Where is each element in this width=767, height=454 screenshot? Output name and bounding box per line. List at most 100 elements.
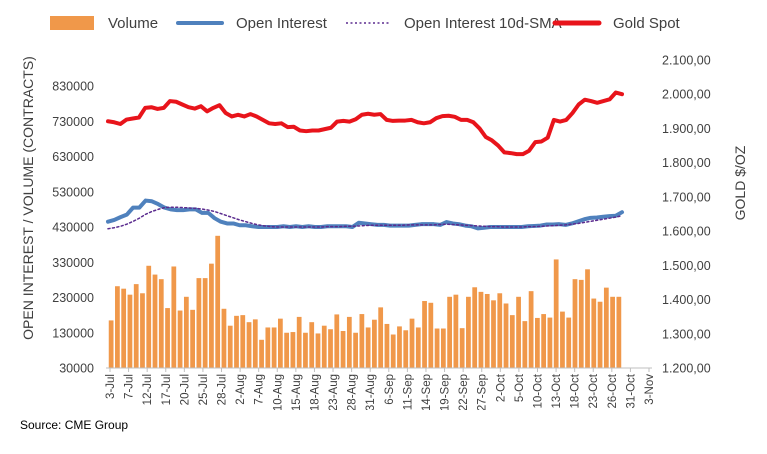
volume-bar xyxy=(509,315,515,369)
x-tick-label: 18-Aug xyxy=(309,374,321,410)
volume-bar xyxy=(271,327,277,368)
volume-bar xyxy=(133,284,139,368)
volume-bar xyxy=(585,269,590,368)
x-axis-ticks: 3-Jul 7-Jul 12-Jul 17-Jul 20-Jul 25-Jul 28-Jul… xyxy=(105,368,656,410)
right-tick-label: 1.600,00 xyxy=(662,225,711,239)
volume-bar xyxy=(234,315,239,368)
series-lines xyxy=(106,90,624,231)
volume-bar xyxy=(215,235,221,368)
open-interest-line xyxy=(106,198,624,231)
x-tick-label: 6-Sep xyxy=(384,374,396,405)
x-tick-label: 17-Jul xyxy=(161,374,173,405)
volume-bar xyxy=(146,265,152,368)
x-tick-label: 20-Jul xyxy=(179,374,191,405)
volume-bar xyxy=(115,286,120,368)
x-tick-label: 7-Jul xyxy=(124,374,136,399)
legend-label: Open Interest 10d-SMA xyxy=(404,15,562,32)
right-tick-label: 1.800,00 xyxy=(662,156,711,170)
x-tick-label: 2-Aug xyxy=(235,374,247,405)
x-tick-label: 14-Sep xyxy=(421,374,433,410)
volume-bar xyxy=(522,321,528,368)
volume-bar xyxy=(365,327,371,368)
volume-bar xyxy=(296,316,302,368)
legend-item-0: Volume xyxy=(50,15,158,32)
volume-bar xyxy=(221,308,227,368)
volume-bar xyxy=(196,278,202,368)
volume-bar xyxy=(472,287,478,368)
volume-bar xyxy=(503,303,509,368)
volume-bar xyxy=(190,309,195,368)
volume-bar xyxy=(278,318,283,368)
volume-bar xyxy=(209,263,214,368)
volume-bar xyxy=(578,279,584,369)
volume-bar xyxy=(516,296,521,368)
x-tick-label: 11-Sep xyxy=(402,374,414,410)
volume-bar xyxy=(390,334,396,368)
volume-bar xyxy=(428,302,434,368)
x-tick-label: 7-Aug xyxy=(254,374,266,405)
volume-bar xyxy=(321,325,327,368)
volume-bar xyxy=(453,294,459,368)
volume-bar xyxy=(121,288,127,368)
volume-bar xyxy=(597,301,603,368)
volume-bar xyxy=(265,327,271,368)
x-tick-label: 22-Sep xyxy=(458,374,470,410)
left-tick-label: 430000 xyxy=(52,221,94,235)
volume-bar xyxy=(171,266,177,368)
volume-bar xyxy=(491,300,496,368)
volume-bar xyxy=(560,311,565,368)
x-tick-label: 26-Oct xyxy=(607,373,619,408)
volume-bar xyxy=(378,307,384,368)
volume-bar xyxy=(434,328,440,368)
left-tick-label: 730000 xyxy=(52,115,94,129)
volume-bar xyxy=(397,326,402,368)
volume-bar xyxy=(309,322,315,368)
legend-item-2: Open Interest 10d-SMA xyxy=(346,15,562,32)
volume-bar xyxy=(340,330,346,368)
volume-bar xyxy=(603,287,609,368)
volume-bar xyxy=(447,296,452,368)
gold-spot-line xyxy=(106,90,624,157)
volume-bar xyxy=(553,259,559,368)
x-tick-label: 3-Nov xyxy=(644,374,656,405)
left-axis-title: OPEN INTEREST / VOLUME (CONTRACTS) xyxy=(20,56,36,340)
left-tick-label: 30000 xyxy=(59,362,94,376)
volume-bar xyxy=(346,316,352,368)
volume-bar xyxy=(466,296,471,368)
volume-bar xyxy=(478,291,484,368)
volume-bar xyxy=(459,328,465,368)
x-tick-label: 10-Aug xyxy=(272,374,284,410)
volume-bar xyxy=(246,322,252,368)
x-tick-label: 12-Jul xyxy=(142,374,154,405)
x-tick-label: 31-Aug xyxy=(365,374,377,410)
volume-bar xyxy=(202,278,208,368)
x-tick-label: 10-Oct xyxy=(532,373,544,408)
volume-bar xyxy=(541,314,547,368)
x-tick-label: 28-Jul xyxy=(217,374,229,405)
right-axis-ticks: 2.100,00 2.000,00 1.900,00 1.800,00 1.700,00… xyxy=(662,54,711,376)
open-interest-sma-line xyxy=(107,206,623,230)
left-tick-label: 230000 xyxy=(52,291,94,305)
volume-bar xyxy=(227,325,233,368)
left-tick-label: 530000 xyxy=(52,185,94,199)
volume-bar xyxy=(183,296,189,368)
volume-bar xyxy=(240,315,246,369)
volume-bar xyxy=(572,279,578,368)
volume-bar xyxy=(359,314,365,368)
volume-bar xyxy=(140,293,145,368)
x-tick-label: 28-Aug xyxy=(347,374,359,410)
volume-bar xyxy=(158,279,164,368)
legend: Volume Open Interest Open Interest 10d-SMA… xyxy=(50,15,681,32)
x-tick-label: 23-Oct xyxy=(588,373,600,408)
volume-bar xyxy=(165,308,170,368)
volume-bar xyxy=(315,333,321,368)
right-tick-label: 1.200,00 xyxy=(662,362,711,376)
left-tick-label: 130000 xyxy=(52,326,94,340)
x-tick-label: 31-Oct xyxy=(625,373,637,408)
legend-item-3: Gold Spot xyxy=(552,15,681,32)
x-tick-label: 15-Aug xyxy=(291,374,303,410)
right-tick-label: 2.000,00 xyxy=(662,88,711,102)
volume-bar xyxy=(422,301,427,368)
volume-bar xyxy=(528,291,534,368)
volume-bar xyxy=(384,323,390,368)
